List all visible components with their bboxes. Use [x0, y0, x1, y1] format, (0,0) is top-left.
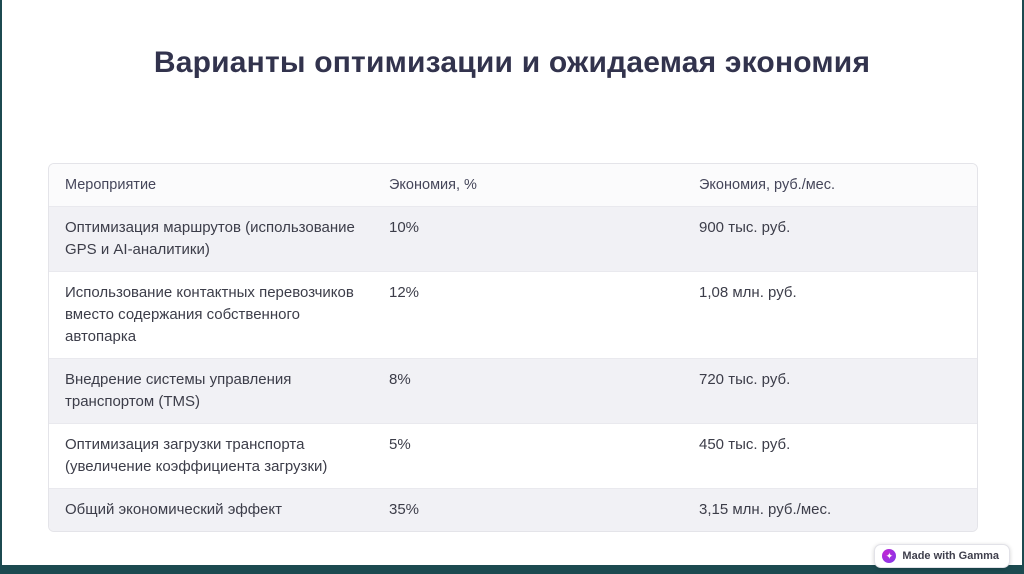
- cell-percent: 8%: [389, 371, 411, 388]
- made-with-gamma-badge[interactable]: ✦ Made with Gamma: [874, 544, 1010, 568]
- cell-measure: Внедрение системы управления транспортом…: [65, 371, 292, 410]
- table-row: Общий экономический эффект 35% 3,15 млн.…: [49, 488, 977, 531]
- column-header-measure: Мероприятие: [49, 164, 373, 207]
- cell-percent: 5%: [389, 436, 411, 453]
- cell-percent: 12%: [389, 284, 420, 301]
- badge-label: Made with Gamma: [902, 550, 999, 562]
- cell-measure: Оптимизация маршрутов (использование GPS…: [65, 219, 355, 258]
- cell-measure: Использование контактных перевозчиков вм…: [65, 284, 354, 345]
- table-row: Внедрение системы управления транспортом…: [49, 358, 977, 424]
- cell-amount: 450 тыс. руб.: [699, 436, 791, 453]
- table-row: Использование контактных перевозчиков вм…: [49, 271, 977, 359]
- cell-measure: Общий экономический эффект: [65, 501, 282, 518]
- column-header-percent: Экономия, %: [373, 164, 683, 207]
- cell-percent: 10%: [389, 219, 420, 236]
- cell-measure: Оптимизация загрузки транспорта (увеличе…: [65, 436, 328, 475]
- cell-amount: 720 тыс. руб.: [699, 371, 791, 388]
- table-row: Оптимизация загрузки транспорта (увеличе…: [49, 423, 977, 489]
- gamma-logo-icon: ✦: [882, 549, 897, 563]
- table-row: Оптимизация маршрутов (использование GPS…: [49, 206, 977, 272]
- savings-table: Мероприятие Экономия, % Экономия, руб./м…: [48, 163, 978, 532]
- cell-amount: 1,08 млн. руб.: [699, 284, 797, 301]
- table-header-row: Мероприятие Экономия, % Экономия, руб./м…: [49, 164, 977, 207]
- cell-percent: 35%: [389, 501, 420, 518]
- cell-amount: 3,15 млн. руб./мес.: [699, 501, 832, 518]
- cell-amount: 900 тыс. руб.: [699, 219, 791, 236]
- column-header-amount: Экономия, руб./мес.: [683, 164, 977, 207]
- page-title: Варианты оптимизации и ожидаемая экономи…: [153, 46, 871, 79]
